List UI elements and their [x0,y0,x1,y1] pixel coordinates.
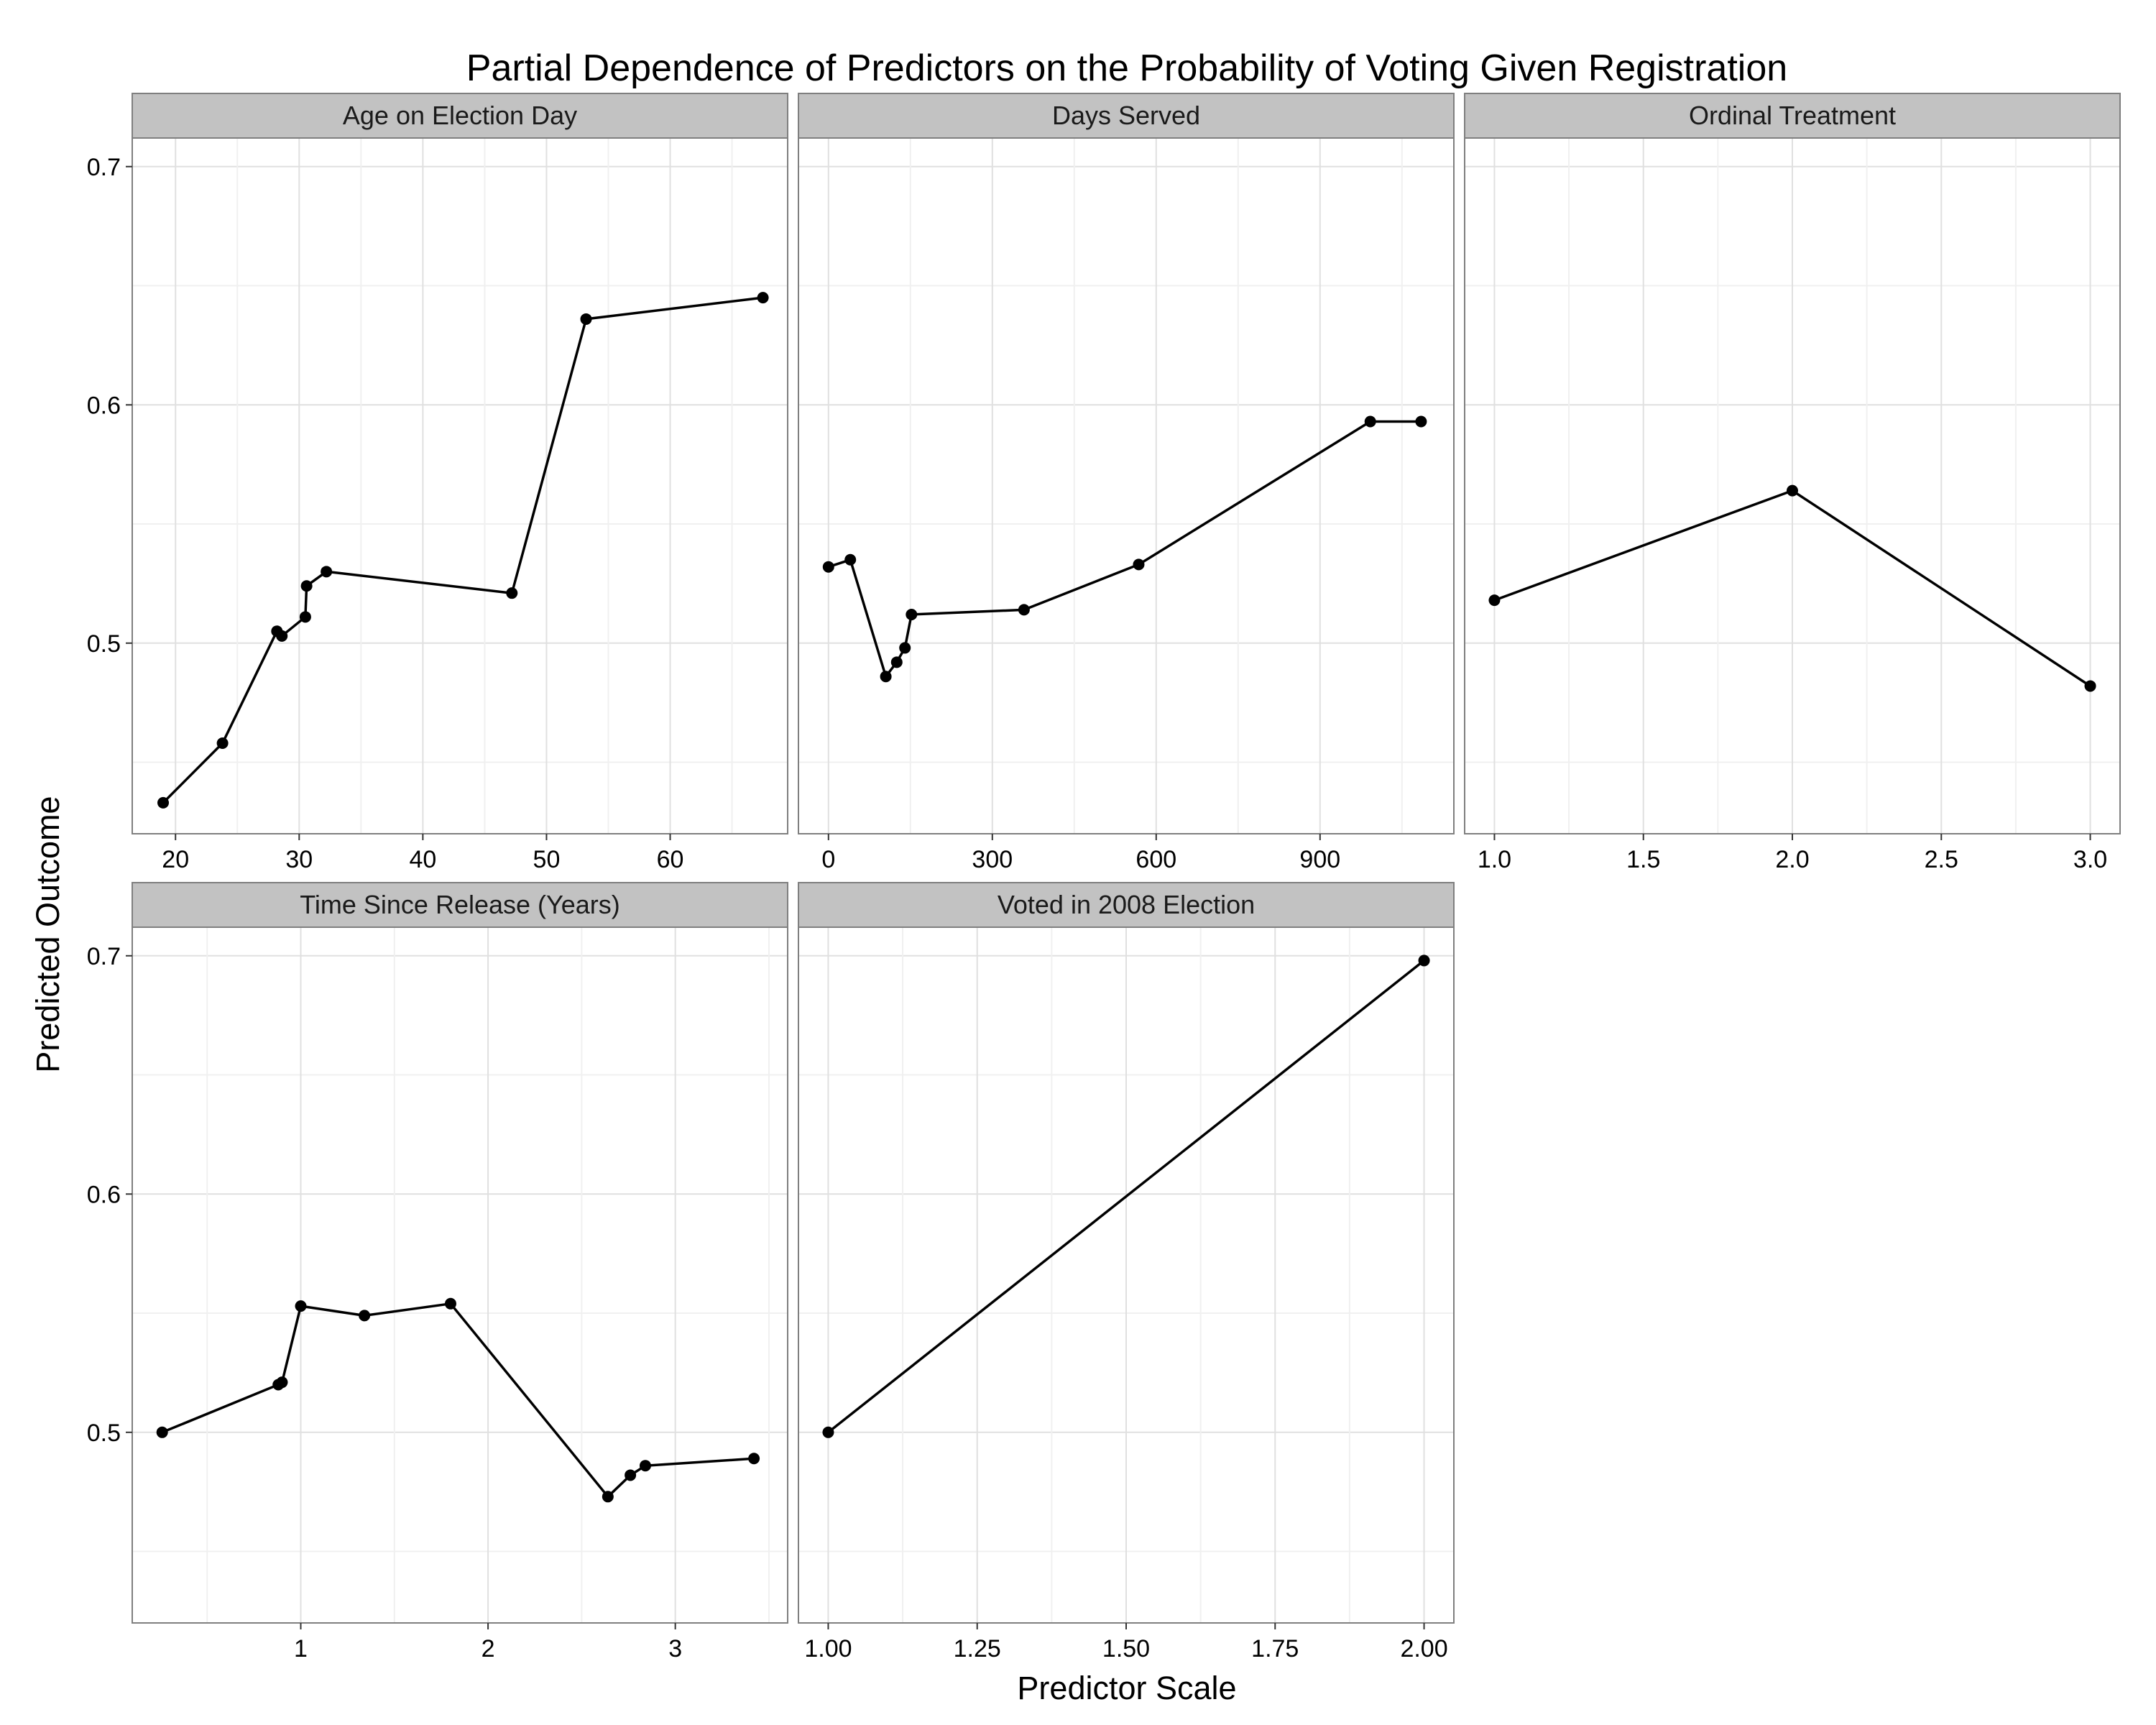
x-axis-title: Predictor Scale [1017,1670,1236,1706]
x-tick-label: 300 [972,846,1013,873]
data-point [156,1426,168,1438]
data-point [1018,604,1030,616]
facet-strip-label: Voted in 2008 Election [998,890,1255,919]
data-point [757,292,769,304]
x-tick-label: 3.0 [2073,846,2107,873]
x-tick-label: 3 [668,1635,682,1662]
data-point [321,566,333,578]
data-point [276,1376,288,1389]
panel-border [132,926,788,1624]
data-point [359,1310,371,1322]
x-tick-label: 0 [821,846,835,873]
y-tick-label: 0.6 [87,1181,121,1208]
panel-background [132,138,788,834]
data-point [276,630,288,642]
x-tick-label: 2.0 [1775,846,1809,873]
x-tick-label: 1.50 [1102,1635,1150,1662]
panel-border [798,137,1455,834]
facet-strip-label: Days Served [1052,101,1200,130]
y-tick-label: 0.7 [87,943,121,970]
data-point [906,609,918,621]
facet-panel: Time Since Release (Years) 1 2 3 0.5 0.6 0.7 [87,882,788,1662]
y-tick-label: 0.5 [87,630,121,658]
x-tick-label: 2 [482,1635,495,1662]
facet-strip-label: Age on Election Day [343,101,577,130]
data-point [295,1300,307,1312]
data-point [580,313,592,325]
data-point [444,1297,456,1310]
data-point [216,737,229,750]
data-point [1488,594,1501,607]
facet-strip-label: Time Since Release (Years) [300,890,620,919]
x-tick-label: 1.75 [1251,1635,1299,1662]
data-point [822,561,834,573]
series-line [827,960,1425,1434]
facet-panel: Days Served 0 300 600 900 [798,93,1455,873]
data-point [844,553,857,566]
chart-title: Partial Dependence of Predictors on the … [466,47,1787,89]
facet-strip-label: Ordinal Treatment [1689,101,1896,130]
facet-strip [798,882,1455,928]
data-point [1415,415,1427,428]
x-tick-label: 1.25 [954,1635,1001,1662]
data-point [299,611,311,623]
facet-strip [1464,93,2121,139]
x-tick-label: 2.5 [1925,846,1958,873]
panel-background [798,138,1454,834]
data-point [2084,680,2096,692]
data-point [157,796,170,809]
facet-panel: Ordinal Treatment 1.0 1.5 2.0 2.5 3.0 [1464,93,2121,873]
y-tick-label: 0.5 [87,1420,121,1447]
y-axis-title: Predicted Outcome [29,796,66,1072]
facet-strip [798,93,1455,139]
data-point [899,642,911,654]
x-tick-label: 60 [657,846,684,873]
x-tick-label: 900 [1299,846,1340,873]
data-point [1787,484,1798,497]
x-tick-label: 1.00 [804,1635,852,1662]
data-point [880,671,892,683]
series-line [828,420,1422,678]
x-tick-label: 40 [409,846,436,873]
data-point [1418,954,1430,967]
facet-panel: Age on Election Day 20 30 40 50 60 0.5 0.6 0.7 [87,93,788,873]
panel-border [132,137,788,834]
facet-strip [132,93,788,139]
x-tick-label: 50 [533,846,561,873]
x-tick-label: 600 [1135,846,1176,873]
data-point [639,1460,651,1472]
x-tick-label: 2.00 [1400,1635,1447,1662]
facet-panel: Voted in 2008 Election 1.00 1.25 1.50 1.75 2.… [798,882,1455,1662]
x-tick-label: 1 [294,1635,308,1662]
data-point [822,1426,834,1438]
x-tick-label: 30 [285,846,313,873]
data-point [602,1491,614,1503]
data-point [506,587,518,599]
data-point [1133,558,1145,571]
data-point [1364,415,1376,428]
x-tick-label: 20 [162,846,189,873]
x-tick-label: 1.5 [1626,846,1660,873]
series-line [162,296,763,804]
y-tick-label: 0.7 [87,154,121,181]
data-point [625,1469,637,1481]
data-point [300,580,313,592]
data-point [748,1453,760,1465]
data-point [890,656,903,668]
panel-background [132,927,788,1623]
y-tick-label: 0.6 [87,392,121,419]
x-tick-label: 1.0 [1478,846,1511,873]
